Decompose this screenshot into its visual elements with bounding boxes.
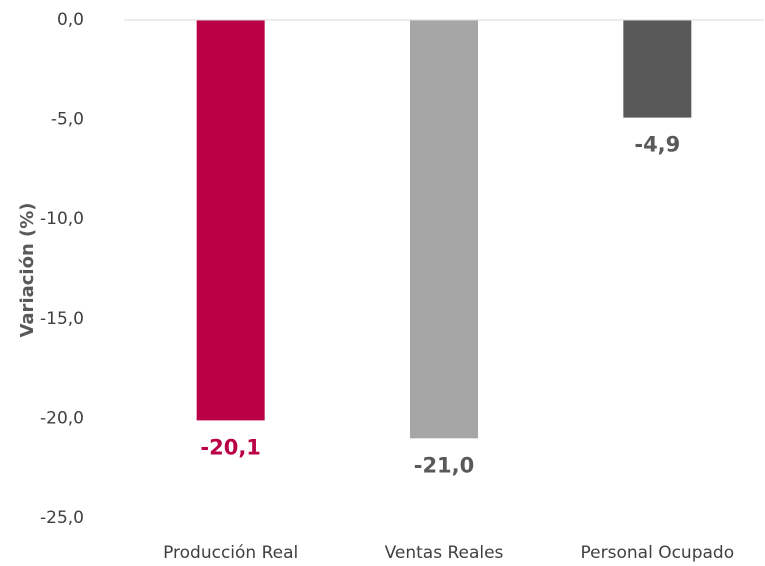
y-tick-label: -15,0 — [40, 309, 84, 329]
bar — [410, 20, 478, 439]
bar — [196, 20, 265, 421]
value-label: -21,0 — [414, 453, 475, 477]
y-tick-label: -25,0 — [40, 508, 84, 528]
y-tick-label: -20,0 — [40, 408, 84, 428]
x-tick-label: Producción Real — [163, 543, 298, 563]
y-tick-label: -10,0 — [40, 209, 84, 229]
value-label: -4,9 — [634, 133, 680, 157]
y-tick-label: -5,0 — [51, 110, 84, 130]
y-tick-label: 0,0 — [57, 10, 84, 30]
y-axis-title: Variación (%) — [17, 202, 38, 337]
x-tick-label: Ventas Reales — [385, 543, 504, 563]
x-tick-label: Personal Ocupado — [581, 543, 735, 563]
value-label: -20,1 — [200, 435, 261, 459]
bar — [623, 20, 692, 118]
